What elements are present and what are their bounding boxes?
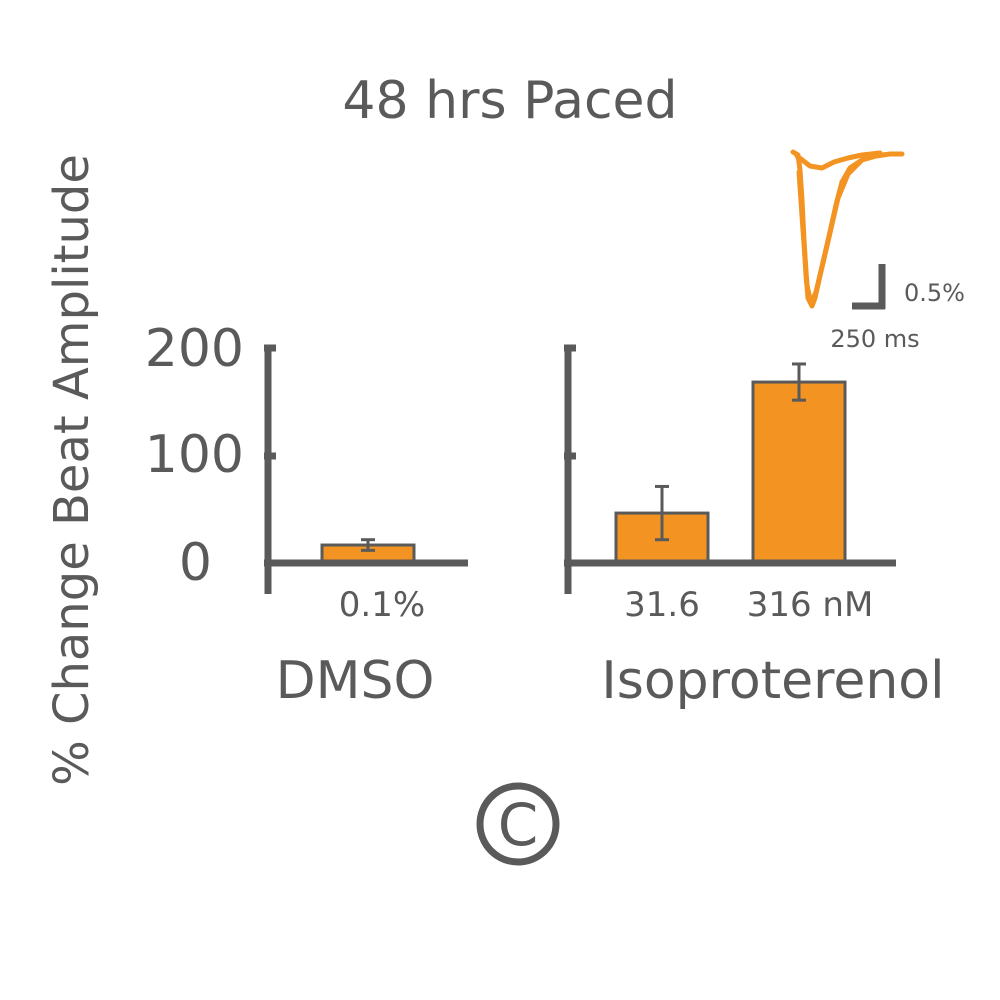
inset-trace	[790, 149, 905, 309]
dmso-axes	[264, 344, 468, 594]
group-label-isoproterenol: Isoproterenol	[601, 651, 944, 711]
scale-x-label: 250 ms	[830, 325, 919, 353]
chart-title: 48 hrs Paced	[342, 71, 677, 131]
trace-line-3	[796, 155, 867, 307]
scale-y-label: 0.5%	[904, 279, 965, 307]
category-label-iso-1: 316 nM	[747, 585, 874, 625]
scale-bar: 0.5% 250 ms	[830, 264, 965, 353]
y-tick-label-200: 200	[145, 319, 244, 379]
y-tick-labels: 0 100 200	[145, 319, 244, 593]
panel-mark-circle	[476, 782, 560, 866]
panel-mark-letter: C	[498, 791, 539, 859]
y-tick-label-0: 0	[179, 533, 212, 593]
category-label-iso-0: 31.6	[624, 585, 700, 625]
trace-line-2	[794, 150, 883, 171]
category-label-dmso-0: 0.1%	[339, 585, 425, 625]
y-tick-label-100: 100	[145, 425, 244, 485]
panel-mark: C	[476, 782, 560, 866]
group-label-dmso: DMSO	[276, 651, 435, 711]
iso-axes	[564, 344, 896, 594]
y-axis-label: % Change Beat Amplitude	[44, 154, 100, 786]
bar-1-1	[751, 380, 847, 563]
bars	[320, 362, 847, 563]
